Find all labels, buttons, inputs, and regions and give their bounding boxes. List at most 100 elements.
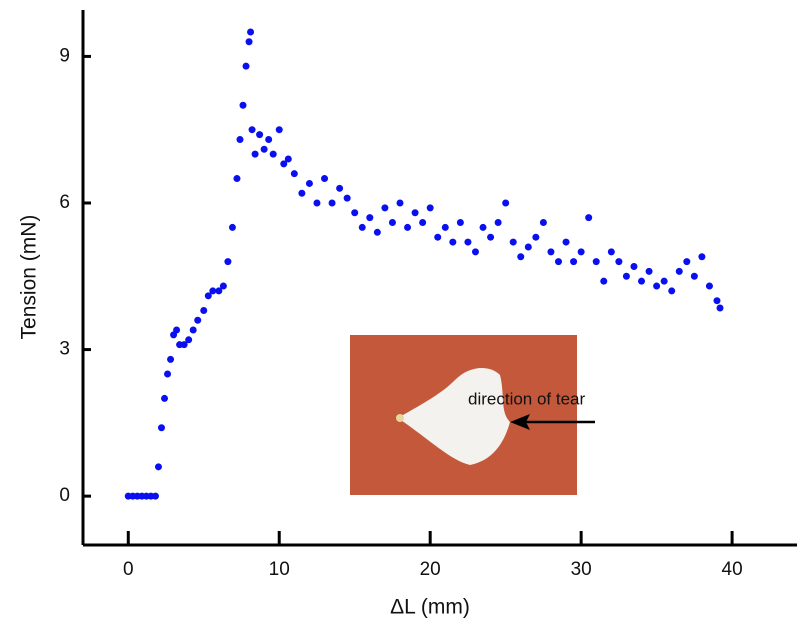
point [622,272,630,280]
point [260,145,268,153]
point [215,287,223,295]
point [419,219,427,227]
point [305,179,313,187]
point [404,223,412,231]
point [167,355,175,363]
point [615,258,623,266]
point [570,258,578,266]
point [256,131,264,139]
point [532,233,540,241]
point [426,204,434,212]
point [539,219,547,227]
point [280,160,288,168]
point [194,316,202,324]
point [547,248,555,256]
point [239,101,247,109]
point [180,341,188,349]
point [247,28,255,36]
point [577,248,585,256]
point [269,150,277,158]
point [290,170,298,178]
point [449,238,457,246]
point [434,233,442,241]
y-axis-label: Tension (mN) [18,215,41,340]
point [494,219,502,227]
annotation: direction of tear [468,389,586,408]
point [351,209,359,217]
point [487,233,495,241]
point [200,306,208,314]
point [298,189,306,197]
point [251,150,259,158]
point [660,277,668,285]
x-tick-label: 0 [123,559,134,580]
point [321,175,329,183]
y-tick-label: 0 [59,485,70,506]
point [343,194,351,202]
point [683,258,691,266]
point [630,263,638,271]
petal [398,368,510,465]
point [690,272,698,280]
point [600,277,608,285]
point [675,267,683,275]
x-tick-label: 10 [269,559,290,580]
point [464,238,472,246]
point [189,326,197,334]
point [233,175,241,183]
point [562,238,570,246]
point [607,248,615,256]
point [698,253,706,261]
point [313,199,321,207]
point [236,135,244,143]
point [228,223,236,231]
point [161,394,169,402]
point [388,219,396,227]
point [479,223,487,231]
point [284,155,292,163]
point [456,219,464,227]
point [245,38,253,46]
point [219,282,227,290]
point [517,253,525,261]
point [713,297,721,305]
point [705,282,713,290]
point [248,126,256,134]
point [554,258,562,266]
point [336,184,344,192]
point [441,223,449,231]
point [328,199,336,207]
point [373,228,381,236]
x-axis-label: ΔL (mm) [390,596,470,619]
point [204,292,212,300]
point [509,238,517,246]
point [157,424,165,432]
point [366,214,374,222]
point [471,248,479,256]
y-tick-label: 3 [59,339,70,360]
point [209,287,217,295]
point [638,277,646,285]
point [265,135,273,143]
point [396,199,404,207]
point [358,223,366,231]
x-tick-label: 30 [571,559,592,580]
point [185,336,193,344]
point [411,209,419,217]
point [502,199,510,207]
point [151,492,159,500]
point [592,258,600,266]
point [668,287,676,295]
point [381,204,389,212]
point [224,258,232,266]
y-tick-label: 9 [59,45,70,66]
point [173,326,181,334]
point [164,370,172,378]
x-tick-label: 20 [420,559,441,580]
point [653,282,661,290]
point [645,267,653,275]
point [585,214,593,222]
point [242,62,250,70]
arrow-head [510,414,530,430]
